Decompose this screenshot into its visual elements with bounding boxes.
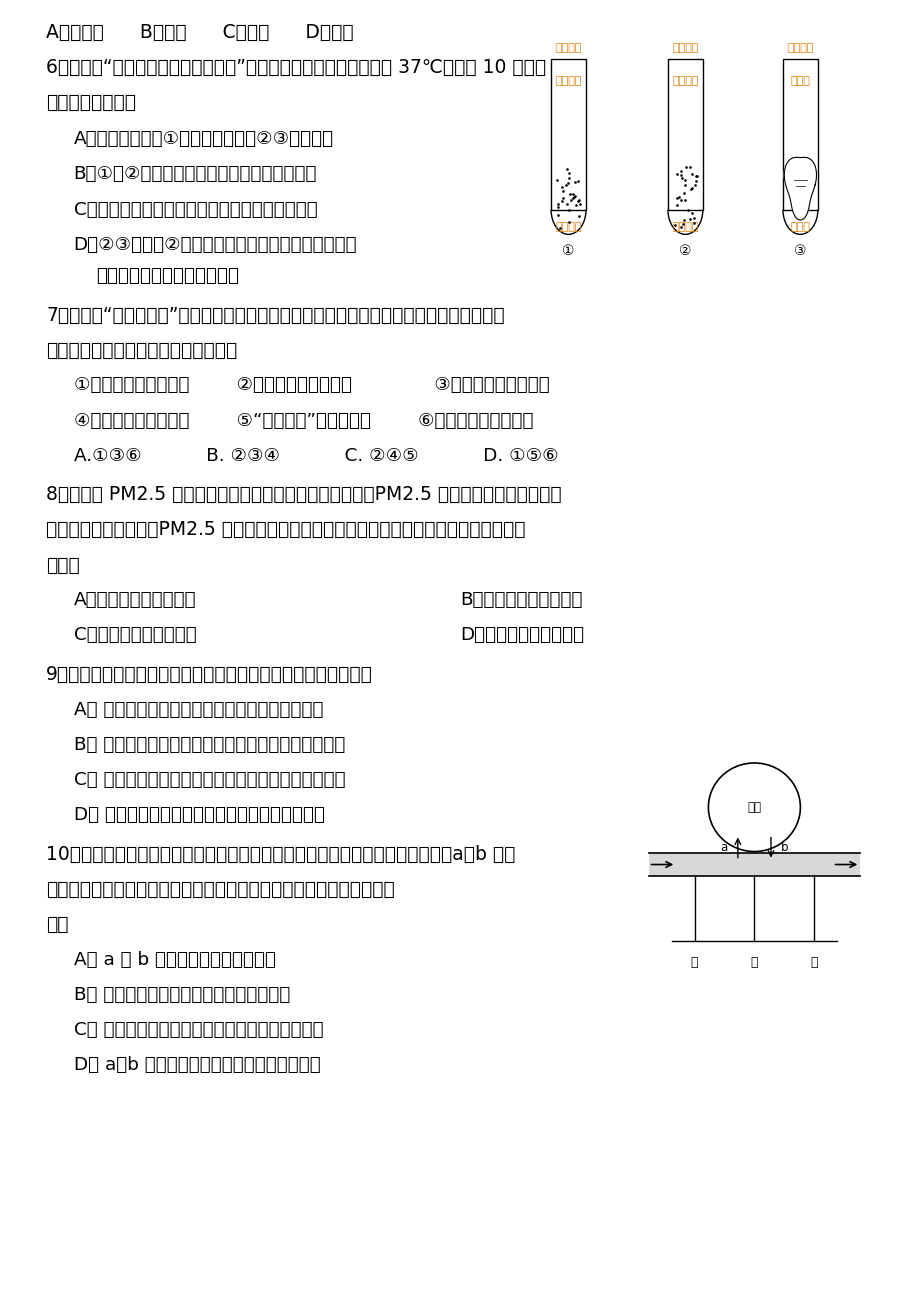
Text: 馍头块: 馍头块	[789, 221, 810, 232]
Text: 10、右图为肺泡与血液间气体交换的示意图，其中甲、乙、丙表示不同的血管，a、b 表示: 10、右图为肺泡与血液间气体交换的示意图，其中甲、乙、丙表示不同的血管，a、b …	[46, 845, 515, 863]
Text: 乙: 乙	[750, 956, 757, 969]
Text: 加入清水: 加入清水	[672, 43, 698, 53]
Text: 9、下列关于人体的肺与外界进行气体交换过程的叙述，正确的是: 9、下列关于人体的肺与外界进行气体交换过程的叙述，正确的是	[46, 665, 372, 684]
Text: 7、俗话说“民以食为天”，要想吃的健康就得关注食品安全，讲究合理膳食。人们的下列做: 7、俗话说“民以食为天”，要想吃的健康就得关注食品安全，讲究合理膳食。人们的下列…	[46, 306, 505, 324]
Text: 和舌的搞拌对馍头消化的作用: 和舌的搞拌对馍头消化的作用	[96, 267, 239, 285]
Text: 馍头碎屑: 馍头碎屑	[555, 221, 581, 232]
Text: ④变质剩饭，喞养禽畜        ⑤“虫眼蠶菜”，放心食用        ⑥每日三餐，按时进餐: ④变质剩饭，喞养禽畜 ⑤“虫眼蠶菜”，放心食用 ⑥每日三餐，按时进餐	[74, 411, 532, 430]
Text: B、①与②对照，可探究唤液对馍头的消化作用: B、①与②对照，可探究唤液对馍头的消化作用	[74, 165, 317, 184]
Text: 充分搞拌: 充分搞拌	[555, 76, 581, 86]
Text: C、支气管、肺泡、气管: C、支气管、肺泡、气管	[74, 626, 196, 644]
Text: C． 与甲相比，丙内的血液含有更丰富的营养物质: C． 与甲相比，丙内的血液含有更丰富的营养物质	[74, 1021, 323, 1039]
Text: 充分搞拌: 充分搞拌	[672, 76, 698, 86]
Ellipse shape	[708, 763, 800, 852]
Text: D、②③对照，②号为对照组，可探究牙齿的和嚐的呗: D、②③对照，②号为对照组，可探究牙齿的和嚐的呗	[74, 236, 357, 254]
Text: ③: ③	[793, 245, 806, 258]
Text: ①食物多样，粗细搭配        ②多吃鱼肉，少食水果              ③肉鱼蛋类，必须新鲜: ①食物多样，粗细搭配 ②多吃鱼肉，少食水果 ③肉鱼蛋类，必须新鲜	[74, 376, 549, 395]
Text: 加入唤液: 加入唤液	[555, 43, 581, 53]
Bar	[782, 59, 817, 210]
Text: C． 肸间肌收缩，膊肌舒张，胸腔容积增大，完成吸气: C． 肸间肌收缩，膊肌舒张，胸腔容积增大，完成吸气	[74, 771, 345, 789]
Text: D． 肸间肌和膊肌收缩，胸腔容积缩小，完成呼气: D． 肸间肌和膊肌收缩，胸腔容积缩小，完成呼气	[74, 806, 324, 824]
Text: 不搞拌: 不搞拌	[789, 76, 810, 86]
Text: C、本探究实验的变量不唯一，无法得出任何结论: C、本探究实验的变量不唯一，无法得出任何结论	[74, 201, 317, 219]
Text: 不同的气体，箭头表示血液流动或气体进出的方向。下列相关叙述错误: 不同的气体，箭头表示血液流动或气体进出的方向。下列相关叙述错误	[46, 880, 394, 898]
Text: A． a 和 b 分别表示二氧化碳和氧气: A． a 和 b 分别表示二氧化碳和氧气	[74, 950, 276, 969]
Text: b: b	[780, 841, 788, 854]
Text: ②: ②	[678, 245, 691, 258]
Bar	[550, 59, 585, 210]
Text: A． 肸间肌和膊肌收缩，胸腔容积增大，完成吸气: A． 肸间肌和膊肌收缩，胸腔容积增大，完成吸气	[74, 700, 323, 719]
Bar	[667, 59, 702, 210]
Text: 的是: 的是	[46, 915, 68, 934]
Text: ①: ①	[562, 245, 574, 258]
Text: 肺泡: 肺泡	[746, 801, 761, 814]
Text: 8、空气中 PM2.5 的含量是检测环境空气质量的重要指标。PM2.5 颗粒能通过呼吸系统进入: 8、空气中 PM2.5 的含量是检测环境空气质量的重要指标。PM2.5 颗粒能通…	[46, 486, 561, 504]
Text: B． 甲内流的是静脉血，丙内流的是动脉血: B． 甲内流的是静脉血，丙内流的是动脉血	[74, 986, 289, 1004]
Text: 馍头碎屑: 馍头碎屑	[672, 221, 698, 232]
Text: 甲: 甲	[690, 956, 698, 969]
Text: D、气管、支气管、肺泡: D、气管、支气管、肺泡	[460, 626, 584, 644]
Text: D． a、b 的进出都是通过气体扩散作用实现的: D． a、b 的进出都是通过气体扩散作用实现的	[74, 1056, 320, 1074]
Text: A、肺泡、支气管、气管: A、肺泡、支气管、气管	[74, 591, 196, 609]
Text: A.①③⑥           B. ②③④           C. ②④⑤           D. ①⑤⑥: A.①③⑥ B. ②③④ C. ②④⑤ D. ①⑤⑥	[74, 447, 558, 465]
Text: B、气管、肺泡、支气管: B、气管、肺泡、支气管	[460, 591, 582, 609]
Text: 以下说法正确的是: 以下说法正确的是	[46, 94, 136, 112]
Text: B． 肸间肌收缩，膊肌舒张，胸腔容积缩小，完成呼气: B． 肸间肌收缩，膊肌舒张，胸腔容积缩小，完成呼气	[74, 736, 345, 754]
Text: 血液，危害人体健康。PM2.5 颗粒经过鼻、和、喉以后，在进入血液之前，还会经过的结构: 血液，危害人体健康。PM2.5 颗粒经过鼻、和、喉以后，在进入血液之前，还会经过…	[46, 521, 525, 539]
Text: 加入唤液: 加入唤液	[787, 43, 812, 53]
Text: 依次是: 依次是	[46, 556, 80, 574]
Text: 6、下图为“探究馍头在口腔中的变化”的实验设计，图中试管均置于 37℃温水中 10 分钟，: 6、下图为“探究馍头在口腔中的变化”的实验设计，图中试管均置于 37℃温水中 1…	[46, 59, 546, 77]
Bar	[648, 853, 859, 876]
Text: A、滴加碘液后，①号试管变蓝色、②③不变蓝色: A、滴加碘液后，①号试管变蓝色、②③不变蓝色	[74, 130, 334, 148]
Text: a: a	[720, 841, 727, 854]
Text: 丙: 丙	[810, 956, 817, 969]
Text: A．唤液腺      B．胃腺      C．肠腺      D．胰腺: A．唤液腺 B．胃腺 C．肠腺 D．胰腺	[46, 23, 353, 42]
Text: 法，没有做到合理膳食与食品安全的是: 法，没有做到合理膳食与食品安全的是	[46, 341, 237, 359]
Polygon shape	[783, 158, 816, 220]
